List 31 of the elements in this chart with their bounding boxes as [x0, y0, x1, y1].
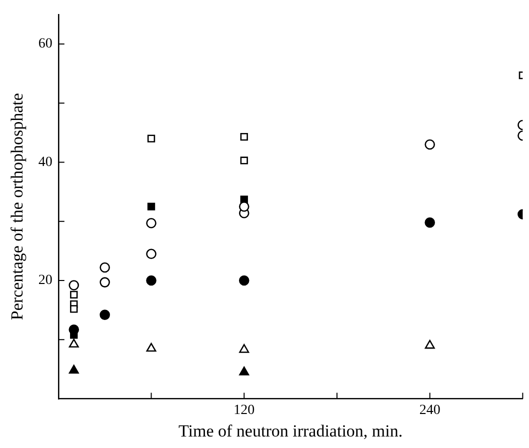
point: [146, 218, 156, 228]
point: [68, 364, 79, 374]
point: [68, 324, 80, 335]
point: [240, 132, 248, 141]
point: [238, 201, 250, 212]
point: [239, 344, 250, 353]
point: [147, 202, 156, 210]
point: [147, 134, 156, 142]
point: [100, 277, 110, 288]
point: [70, 290, 78, 299]
y-tick-label: 20: [38, 273, 52, 288]
y-axis-title: Percentage of the orthophosphate: [8, 93, 27, 320]
point: [68, 338, 79, 348]
y-tick-label: 40: [38, 154, 52, 170]
point: [100, 262, 110, 273]
point: [68, 280, 80, 290]
point: [424, 340, 435, 349]
point: [424, 217, 435, 228]
point: [146, 248, 156, 260]
x-axis-title: Time of neutron irradiation, min.: [178, 421, 403, 440]
point: [70, 305, 78, 313]
point: [100, 310, 110, 320]
point: [146, 275, 156, 286]
point: [238, 275, 250, 286]
y-tick-label: 60: [38, 36, 52, 52]
point: [239, 366, 250, 376]
x-tick-label: 120: [234, 402, 255, 418]
x-tick-label: 240: [419, 402, 440, 418]
point: [146, 342, 156, 352]
point: [240, 156, 248, 164]
point: [424, 139, 435, 150]
